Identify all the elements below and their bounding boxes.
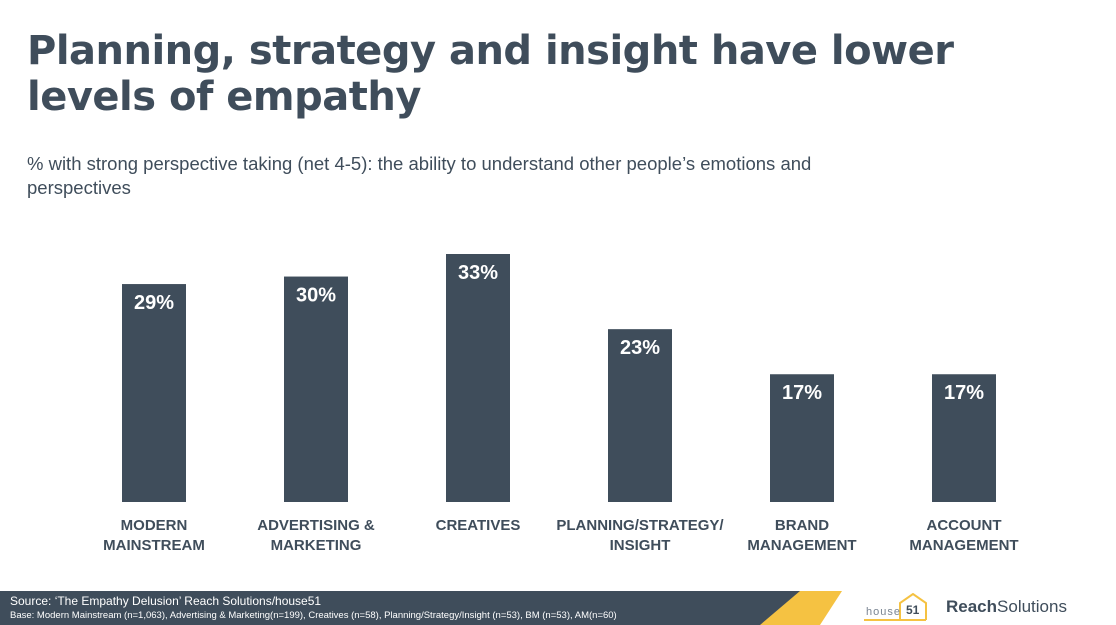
category-label-line: MARKETING [271, 537, 362, 554]
reach-logo-light: Solutions [997, 597, 1067, 616]
bar-value-label-0: 29% [134, 292, 174, 314]
category-label-line: MANAGEMENT [909, 537, 1018, 554]
reach-logo-bold: Reach [946, 597, 998, 616]
category-label-3: PLANNING/STRATEGY/INSIGHT [556, 517, 724, 554]
category-label-0: MODERN MAINSTREAM [103, 517, 205, 554]
category-label-2: CREATIVES [436, 517, 521, 534]
base-note: Base: Modern Mainstream (n=1,063), Adver… [10, 610, 617, 621]
page-title: Planning, strategy and insight have lowe… [27, 28, 954, 120]
reach-solutions-logo: ReachSolutions [946, 597, 1067, 617]
category-label-line: MODERN [121, 517, 188, 534]
house51-logo: house 51 [862, 593, 932, 623]
bar-3 [608, 329, 672, 502]
bar-value-label-5: 17% [944, 382, 984, 404]
category-label-4: BRAND MANAGEMENT [747, 517, 856, 554]
bar-0 [122, 284, 186, 502]
category-label-line: CREATIVES [436, 517, 521, 534]
bar-chart: 29% MODERN MAINSTREAM 30% ADVERTISING & MARKE… [103, 254, 1019, 554]
house-outline-icon [864, 593, 927, 621]
category-label-line: INSIGHT [610, 537, 671, 554]
category-label-line: MANAGEMENT [747, 537, 856, 554]
chart-subtitle: % with strong perspective taking (net 4-… [27, 153, 812, 198]
category-label-line: ADVERTISING & [257, 517, 375, 534]
bar-5 [932, 374, 996, 502]
footer-dark-band [0, 591, 800, 625]
footer: Source: ‘The Empathy Delusion’ Reach Sol… [0, 591, 1116, 625]
house-logo-number: 51 [906, 603, 920, 617]
category-label-line: MAINSTREAM [103, 537, 205, 554]
category-label-line: ACCOUNT [927, 517, 1002, 534]
category-label-1: ADVERTISING & MARKETING [257, 517, 375, 554]
category-label-5: ACCOUNT MANAGEMENT [909, 517, 1018, 554]
source-note: Source: ‘The Empathy Delusion’ Reach Sol… [10, 594, 322, 608]
bar-value-label-1: 30% [296, 285, 336, 307]
bar-value-label-3: 23% [620, 337, 660, 359]
bar-1 [284, 276, 348, 502]
bar-4 [770, 374, 834, 502]
category-label-line: PLANNING/STRATEGY/ [556, 517, 724, 534]
category-label-line: BRAND [775, 517, 829, 534]
house-logo-word: house [866, 606, 901, 618]
bar-value-label-4: 17% [782, 382, 822, 404]
bar-value-label-2: 33% [458, 262, 498, 284]
bar-2 [446, 254, 510, 502]
